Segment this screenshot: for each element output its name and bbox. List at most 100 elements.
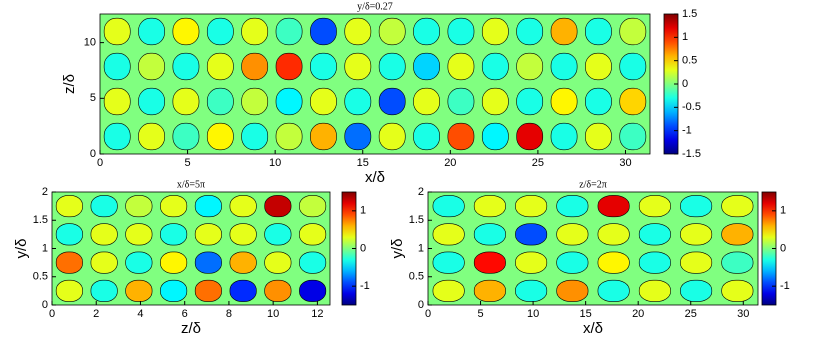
field-cell xyxy=(378,122,406,151)
y-tick-label: 1.5 xyxy=(33,214,48,226)
y-tick-label: 0 xyxy=(42,299,48,311)
x-tick-label: 10 xyxy=(527,308,539,320)
field-cell xyxy=(638,251,671,274)
x-tick-label: 10 xyxy=(267,308,279,320)
field-cell xyxy=(206,87,234,116)
field-cell xyxy=(473,223,506,246)
field-cell xyxy=(481,122,509,151)
field-cell xyxy=(516,87,544,116)
field-cell xyxy=(264,251,292,274)
field-cell xyxy=(206,122,234,151)
chart-title: x/δ=5π xyxy=(177,179,205,190)
field-cell xyxy=(680,251,713,274)
field-cell xyxy=(447,52,475,81)
field-cell xyxy=(378,52,406,81)
field-cell xyxy=(310,87,337,116)
field-cell xyxy=(516,17,544,46)
field-cell xyxy=(125,223,153,246)
field-cell xyxy=(194,223,222,246)
x-tick-label: 2 xyxy=(93,308,99,320)
field-cell xyxy=(378,87,406,116)
field-cell xyxy=(556,223,589,246)
field-cell xyxy=(299,223,327,246)
y-tick-label: 5 xyxy=(90,92,96,104)
field-cell xyxy=(515,279,548,302)
field-cell xyxy=(619,122,647,151)
x-tick-label: 20 xyxy=(444,157,456,169)
field-cell xyxy=(55,251,83,274)
field-cell xyxy=(515,251,548,274)
field-cell xyxy=(194,279,222,302)
field-cell xyxy=(473,279,506,302)
field-cell xyxy=(138,87,165,116)
field-cell xyxy=(585,122,612,151)
x-tick-label: 15 xyxy=(580,308,592,320)
field-cell xyxy=(447,87,475,116)
y-tick-label: 2 xyxy=(42,186,48,198)
field-cell xyxy=(194,251,222,274)
field-cell xyxy=(550,52,578,81)
y-axis-label: y/δ xyxy=(389,238,406,258)
field-cell xyxy=(55,279,83,302)
field-cell xyxy=(378,17,406,46)
field-cell xyxy=(160,251,188,274)
y-tick-label: 10 xyxy=(84,37,96,49)
field-cell xyxy=(432,223,465,246)
field-cell xyxy=(229,279,257,302)
field-cell xyxy=(299,279,327,302)
field-cell xyxy=(275,122,303,151)
y-tick-label: 0 xyxy=(90,148,96,160)
field-cell xyxy=(721,223,754,246)
field-cell xyxy=(619,52,647,81)
field-cell xyxy=(138,52,165,81)
field-cell xyxy=(680,279,713,302)
field-cell xyxy=(680,195,713,218)
colorbar-tick-label: 1.5 xyxy=(682,8,697,20)
field-cell xyxy=(241,17,269,46)
x-tick-label: 20 xyxy=(632,308,644,320)
field-cell xyxy=(680,223,713,246)
x-tick-label: 8 xyxy=(226,308,232,320)
field-cell xyxy=(172,52,200,81)
x-tick-label: 0 xyxy=(49,308,55,320)
field-cell xyxy=(90,195,118,218)
field-cell xyxy=(550,87,578,116)
field-cell xyxy=(229,195,257,218)
field-cell xyxy=(721,279,754,302)
field-cell xyxy=(619,87,647,116)
field-cell xyxy=(473,251,506,274)
field-cell xyxy=(103,122,131,151)
colorbar-tick-label: -1.5 xyxy=(682,148,701,160)
y-tick-label: 1.5 xyxy=(409,214,424,226)
field-cell xyxy=(125,279,153,302)
y-axis-label: z/δ xyxy=(61,74,78,94)
x-tick-label: 4 xyxy=(137,308,143,320)
x-axis-label: z/δ xyxy=(181,320,201,337)
field-cell xyxy=(432,251,465,274)
field-cell xyxy=(721,251,754,274)
field-cell xyxy=(516,52,544,81)
x-tick-label: 0 xyxy=(425,308,431,320)
colorbar-tick-label: 0 xyxy=(682,78,688,90)
y-tick-label: 1 xyxy=(418,242,424,254)
field-cell xyxy=(344,122,372,151)
field-cell xyxy=(160,223,188,246)
field-cell xyxy=(597,223,630,246)
field-cell xyxy=(556,195,589,218)
field-cell xyxy=(556,279,589,302)
x-tick-label: 5 xyxy=(477,308,483,320)
field-cell xyxy=(229,223,257,246)
field-cell xyxy=(138,122,165,151)
field-cell xyxy=(103,87,131,116)
field-cell xyxy=(172,87,200,116)
field-cell xyxy=(310,52,337,81)
x-tick-label: 10 xyxy=(269,157,281,169)
field-cell xyxy=(413,87,440,116)
field-cell xyxy=(264,279,292,302)
field-cell xyxy=(550,122,578,151)
field-cell xyxy=(515,223,548,246)
field-cell xyxy=(206,17,234,46)
field-cell xyxy=(275,52,303,81)
field-cell xyxy=(432,195,465,218)
